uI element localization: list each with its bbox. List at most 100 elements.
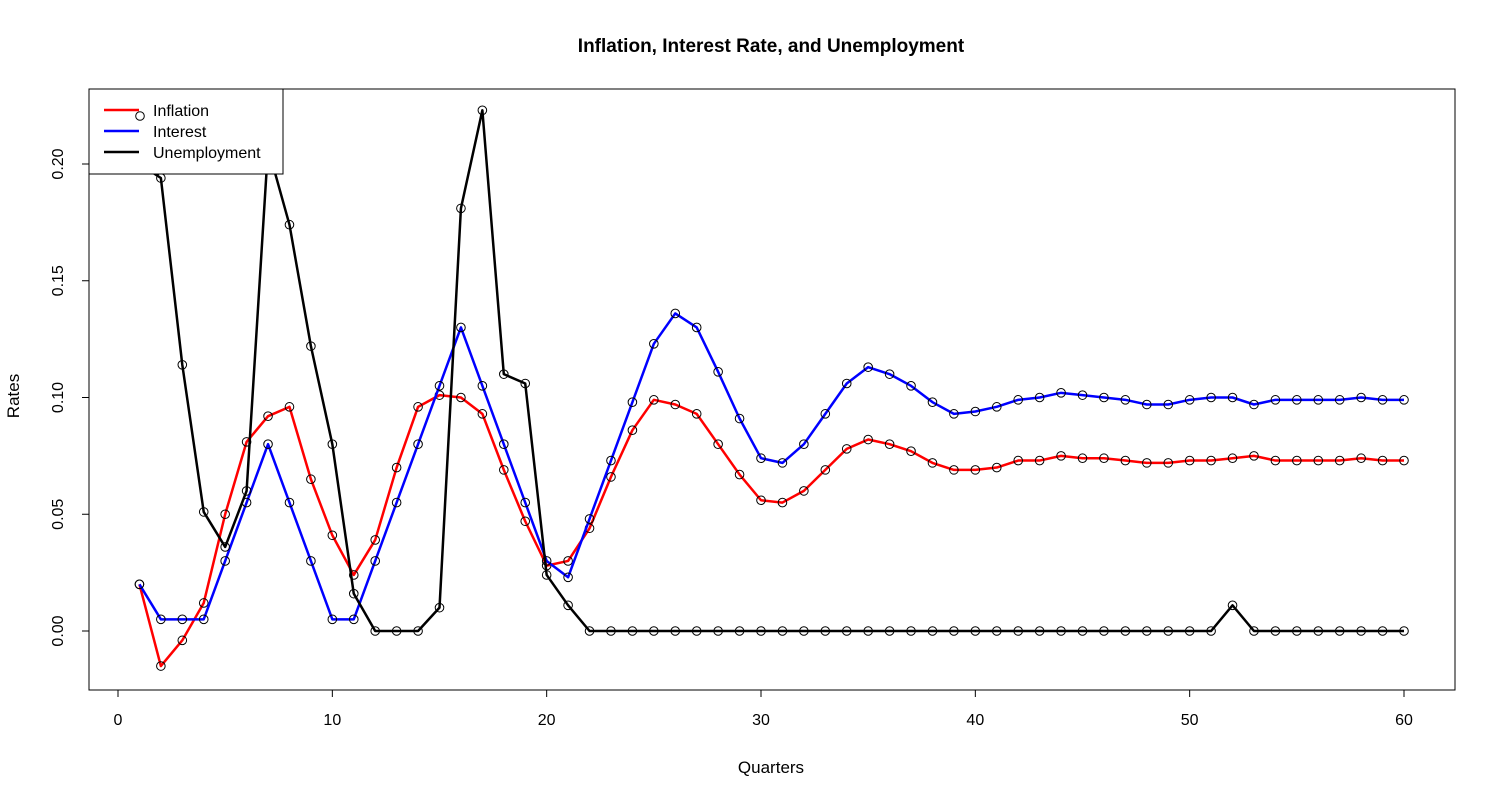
data-point-inflation <box>370 535 381 545</box>
data-point-interest <box>327 614 338 625</box>
data-point-inflation <box>991 462 1002 473</box>
data-point-unemployment <box>306 341 316 351</box>
data-point-interest <box>970 406 981 417</box>
data-point-unemployment <box>584 626 595 636</box>
data-point-inflation <box>220 509 230 520</box>
x-tick-label: 20 <box>538 712 556 729</box>
data-point-unemployment <box>477 105 488 116</box>
data-point-unemployment <box>1270 626 1281 636</box>
y-tick-label: 0.15 <box>50 265 67 296</box>
data-point-interest <box>1120 395 1131 405</box>
data-point-interest <box>1077 390 1088 400</box>
data-point-unemployment <box>348 588 359 599</box>
data-point-unemployment <box>1356 626 1366 636</box>
data-point-inflation <box>327 530 338 541</box>
data-point-inflation <box>691 409 702 419</box>
data-point-interest <box>177 614 188 625</box>
data-point-unemployment <box>413 626 423 636</box>
series-interest <box>134 308 1409 625</box>
data-point-unemployment <box>949 626 959 636</box>
data-point-inflation <box>670 399 681 410</box>
data-point-unemployment <box>499 369 509 379</box>
data-point-inflation <box>1334 455 1345 466</box>
x-tick-label: 10 <box>323 712 341 729</box>
data-point-inflation <box>606 472 616 482</box>
data-point-interest <box>348 614 359 625</box>
data-point-interest <box>1270 395 1281 405</box>
data-point-inflation <box>713 439 723 450</box>
data-point-interest <box>306 556 316 566</box>
data-point-inflation <box>970 465 981 475</box>
data-point-interest <box>1013 395 1024 405</box>
data-point-inflation <box>1120 455 1131 466</box>
data-point-unemployment <box>241 486 252 496</box>
data-point-inflation <box>520 516 531 527</box>
data-point-inflation <box>884 439 895 450</box>
data-point-inflation <box>1099 453 1109 464</box>
data-point-interest <box>1034 392 1045 403</box>
data-point-inflation <box>391 462 402 473</box>
data-point-unemployment <box>756 626 766 636</box>
data-point-unemployment <box>370 626 381 636</box>
data-point-interest <box>477 381 488 391</box>
x-tick-label: 60 <box>1395 712 1413 729</box>
data-point-inflation <box>649 395 659 405</box>
data-point-interest <box>906 381 916 391</box>
data-point-interest <box>1399 395 1409 405</box>
data-point-interest <box>691 322 702 333</box>
data-point-inflation <box>820 465 831 475</box>
data-point-interest <box>1184 395 1195 405</box>
x-tick-label: 30 <box>752 712 770 729</box>
data-point-interest <box>649 338 659 349</box>
data-point-interest <box>284 497 295 508</box>
legend-label-interest: Interest <box>153 124 207 141</box>
data-point-inflation <box>156 661 166 671</box>
data-point-inflation <box>841 444 852 454</box>
data-point-interest <box>134 579 145 590</box>
data-point-unemployment <box>841 626 852 636</box>
data-point-inflation <box>1270 455 1281 466</box>
data-point-inflation <box>777 497 788 508</box>
data-point-inflation <box>499 465 509 475</box>
data-point-unemployment <box>541 570 552 580</box>
data-point-inflation <box>1163 458 1174 468</box>
series-line-interest <box>138 312 1404 621</box>
legend-label-unemployment: Unemployment <box>153 145 261 162</box>
data-point-unemployment <box>1034 626 1045 636</box>
y-tick-label: 0.10 <box>50 382 67 413</box>
data-point-unemployment <box>863 626 873 636</box>
data-point-unemployment <box>563 600 573 611</box>
data-point-inflation <box>1292 455 1302 466</box>
x-tick-label: 0 <box>114 712 123 729</box>
data-point-inflation <box>563 556 573 566</box>
data-point-unemployment <box>198 507 209 517</box>
data-point-interest <box>370 556 381 566</box>
data-point-inflation <box>1142 458 1152 468</box>
y-tick-label: 0.20 <box>50 148 67 179</box>
data-point-inflation <box>1206 455 1216 466</box>
data-point-unemployment <box>1334 626 1345 636</box>
series-line-unemployment <box>138 109 1404 633</box>
data-point-interest <box>1142 399 1152 410</box>
data-point-unemployment <box>1313 626 1324 636</box>
data-point-interest <box>820 409 831 419</box>
data-point-inflation <box>927 458 938 468</box>
data-point-interest <box>391 497 402 508</box>
data-point-unemployment <box>1184 626 1195 636</box>
y-tick-label: 0.05 <box>50 499 67 530</box>
data-point-unemployment <box>1120 626 1131 636</box>
data-point-interest <box>434 381 445 391</box>
data-point-unemployment <box>1142 626 1152 636</box>
data-point-unemployment <box>1227 600 1238 611</box>
data-point-unemployment <box>220 542 230 552</box>
data-point-inflation <box>306 474 316 485</box>
data-point-interest <box>863 362 873 372</box>
data-point-inflation <box>1056 451 1066 461</box>
data-point-inflation <box>863 434 873 445</box>
data-point-inflation <box>348 570 359 580</box>
data-point-unemployment <box>906 626 916 636</box>
data-point-inflation <box>284 402 295 412</box>
data-point-inflation <box>1227 453 1238 464</box>
data-point-unemployment <box>327 439 338 450</box>
series-unemployment <box>134 105 1409 636</box>
